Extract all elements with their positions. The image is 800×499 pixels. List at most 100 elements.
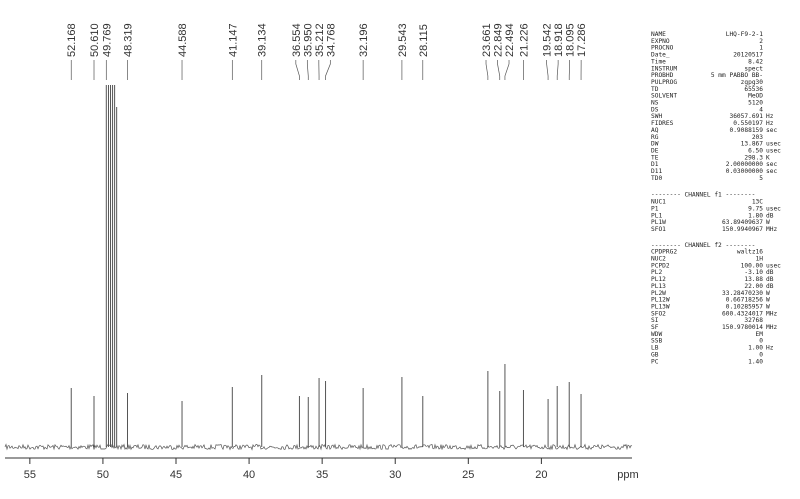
param-value: -3.10 [744,269,763,276]
param-value: zgpg30 [741,79,764,86]
param-value: 2 [759,38,763,45]
param-value: 13.88 [744,276,763,283]
peak-label: 18.095 [565,23,577,57]
param-name: AQ [651,127,659,134]
param-value: 32768 [744,317,763,324]
peak-label: 35.950 [302,23,314,57]
x-tick-label: 40 [243,469,255,481]
peak-label: 32.196 [358,23,370,57]
param-name: PL12 [651,276,666,283]
param-unit: Hz [766,120,774,127]
x-tick-label: 35 [316,469,328,481]
param-unit: MHz [766,310,777,317]
param-name: SF [651,324,659,331]
param-value: 0 [759,351,763,358]
param-name: SFO1 [651,226,666,233]
param-name: PL2W [651,290,666,297]
param-name: D1 [651,161,659,168]
peak-label: 41.147 [227,23,239,57]
param-value: 298.3 [744,154,763,161]
param-name: WDW [651,331,662,338]
param-unit: W [766,303,770,310]
baseline-noise [4,443,633,451]
peak-label-leader [325,60,331,80]
param-name: D11 [651,168,662,175]
peak-label: 48.319 [122,23,134,57]
param-name: NUC1 [651,199,666,206]
peak-label: 17.286 [576,23,588,57]
param-unit: MHz [766,226,777,233]
param-name: CPDPRG2 [651,249,677,256]
param-unit: W [766,219,770,226]
param-name: FIDRES [651,120,674,127]
param-name: P1 [651,205,659,212]
param-value: 150.9780014 [722,324,763,331]
param-value: 1.80 [748,212,763,219]
peak-label-leader [546,60,549,80]
param-name: PULPROG [651,79,677,86]
param-name: PL1W [651,219,666,226]
param-value: 13C [752,199,763,206]
param-value: 0.550197 [733,120,763,127]
param-name: EXPNO [651,38,670,45]
param-value: 0.10285957 [726,303,764,310]
param-name: PL12W [651,297,670,304]
param-name: TD0 [651,175,662,182]
param-unit: dB [766,276,774,283]
param-value: 0.9088159 [729,127,763,134]
param-value: 33.28470230 [722,290,763,297]
param-unit: Hz [766,345,774,352]
peak-label: 36.554 [291,23,303,57]
param-value: 8.42 [748,58,763,65]
x-tick-label: 30 [389,469,401,481]
param-value: 600.4324017 [722,310,763,317]
param-name: INSTRUM [651,65,677,72]
param-value: 5 mm PABBO BB- [711,72,763,79]
param-value: 2.00000000 [726,161,764,168]
param-value: 1 [759,45,763,52]
param-name: NS [651,100,659,107]
param-name: TD [651,86,659,93]
param-value: 1.00 [748,345,763,352]
param-name: PL2 [651,269,662,276]
peak-label: 35.212 [314,23,326,57]
x-tick-label: 55 [24,469,36,481]
param-value: 5120 [748,100,763,107]
peak-label: 23.661 [481,23,493,57]
param-value: spect [744,65,763,72]
param-value: LHQ-F9-2-1 [726,31,764,38]
param-unit: usec [766,147,781,154]
peak-label: 50.610 [89,23,101,57]
param-value: 22.00 [744,283,763,290]
param-name: SWH [651,113,662,120]
param-value: waltz16 [737,249,763,256]
param-value: 20120517 [733,52,763,59]
param-unit: usec [766,262,781,269]
x-tick-label: 25 [462,469,474,481]
param-value: 150.9940967 [722,226,763,233]
param-value: 65536 [744,86,763,93]
x-axis-label: ppm [617,469,638,481]
param-unit: MHz [766,324,777,331]
param-value: 13.867 [741,141,764,148]
param-value: 1H [756,256,764,263]
param-name: DS [651,106,659,113]
param-name: PROCNO [651,45,674,52]
peak-label-leader [306,60,309,80]
param-value: EM [756,331,764,338]
param-unit: usec [766,141,781,148]
param-value: 5 [759,175,763,182]
param-unit: dB [766,212,774,219]
peak-label-leader [556,60,559,80]
param-value: 36057.691 [729,113,763,120]
param-unit: dB [766,283,774,290]
peak-label: 34.768 [325,23,337,57]
section-title: -------- CHANNEL f1 -------- [651,192,755,199]
param-value: 1.40 [748,358,763,365]
section-title: -------- CHANNEL f2 -------- [651,242,755,249]
peak-label: 52.168 [66,23,78,57]
param-name: SSB [651,338,662,345]
param-value: 203 [752,134,763,141]
param-name: DW [651,141,659,148]
param-name: Time [651,58,666,65]
